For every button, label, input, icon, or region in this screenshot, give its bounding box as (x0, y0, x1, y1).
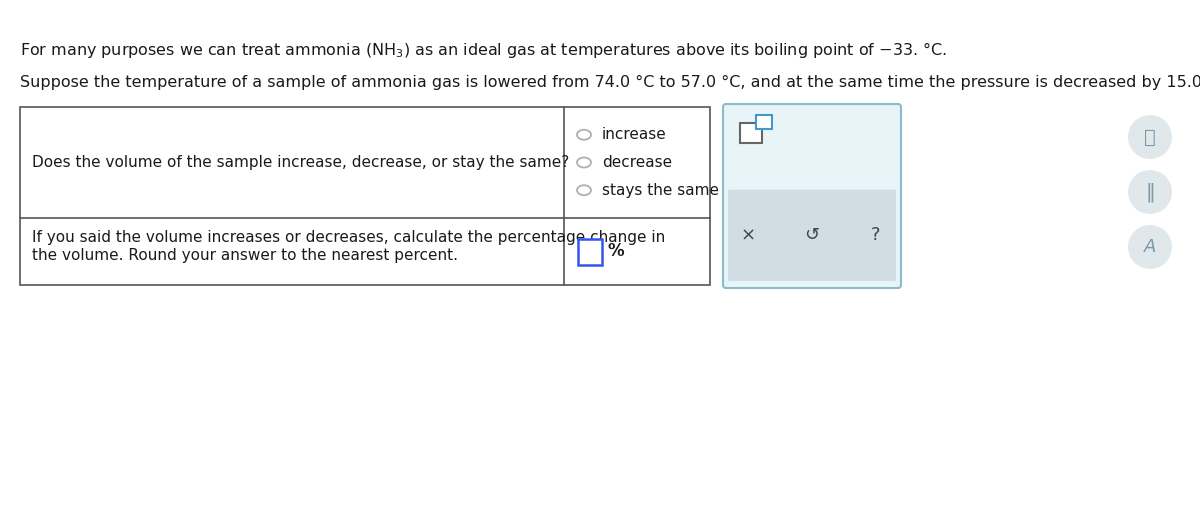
Text: A: A (1144, 238, 1156, 256)
Text: decrease: decrease (602, 155, 672, 170)
Text: Suppose the temperature of a sample of ammonia gas is lowered from 74.0 °C to 57: Suppose the temperature of a sample of a… (20, 75, 1200, 90)
Text: %: % (607, 243, 624, 261)
Text: ×: × (740, 226, 756, 244)
Text: x10: x10 (757, 116, 770, 122)
Text: increase: increase (602, 127, 667, 142)
Circle shape (1128, 170, 1172, 214)
Text: If you said the volume increases or decreases, calculate the percentage change i: If you said the volume increases or decr… (32, 230, 665, 245)
Text: Does the volume of the sample increase, decrease, or stay the same?: Does the volume of the sample increase, … (32, 155, 569, 170)
Circle shape (1128, 225, 1172, 269)
Text: the volume. Round your answer to the nearest percent.: the volume. Round your answer to the nea… (32, 248, 458, 263)
Bar (20, 107, 710, 285)
Text: For many purposes we can treat ammonia $\left(\mathrm{NH_3}\right)$ as an ideal : For many purposes we can treat ammonia $… (20, 40, 947, 60)
Text: ↺: ↺ (804, 226, 820, 244)
Bar (756, 115, 772, 129)
Ellipse shape (577, 157, 592, 168)
FancyBboxPatch shape (722, 104, 901, 288)
Text: ‖: ‖ (1145, 182, 1154, 202)
Ellipse shape (577, 130, 592, 140)
Circle shape (1128, 115, 1172, 159)
Text: stays the same: stays the same (602, 183, 719, 198)
Bar (740, 123, 762, 143)
Bar (578, 239, 602, 265)
Text: ⌹: ⌹ (1144, 128, 1156, 147)
FancyBboxPatch shape (728, 190, 896, 281)
Ellipse shape (577, 185, 592, 195)
Text: ?: ? (871, 226, 881, 244)
